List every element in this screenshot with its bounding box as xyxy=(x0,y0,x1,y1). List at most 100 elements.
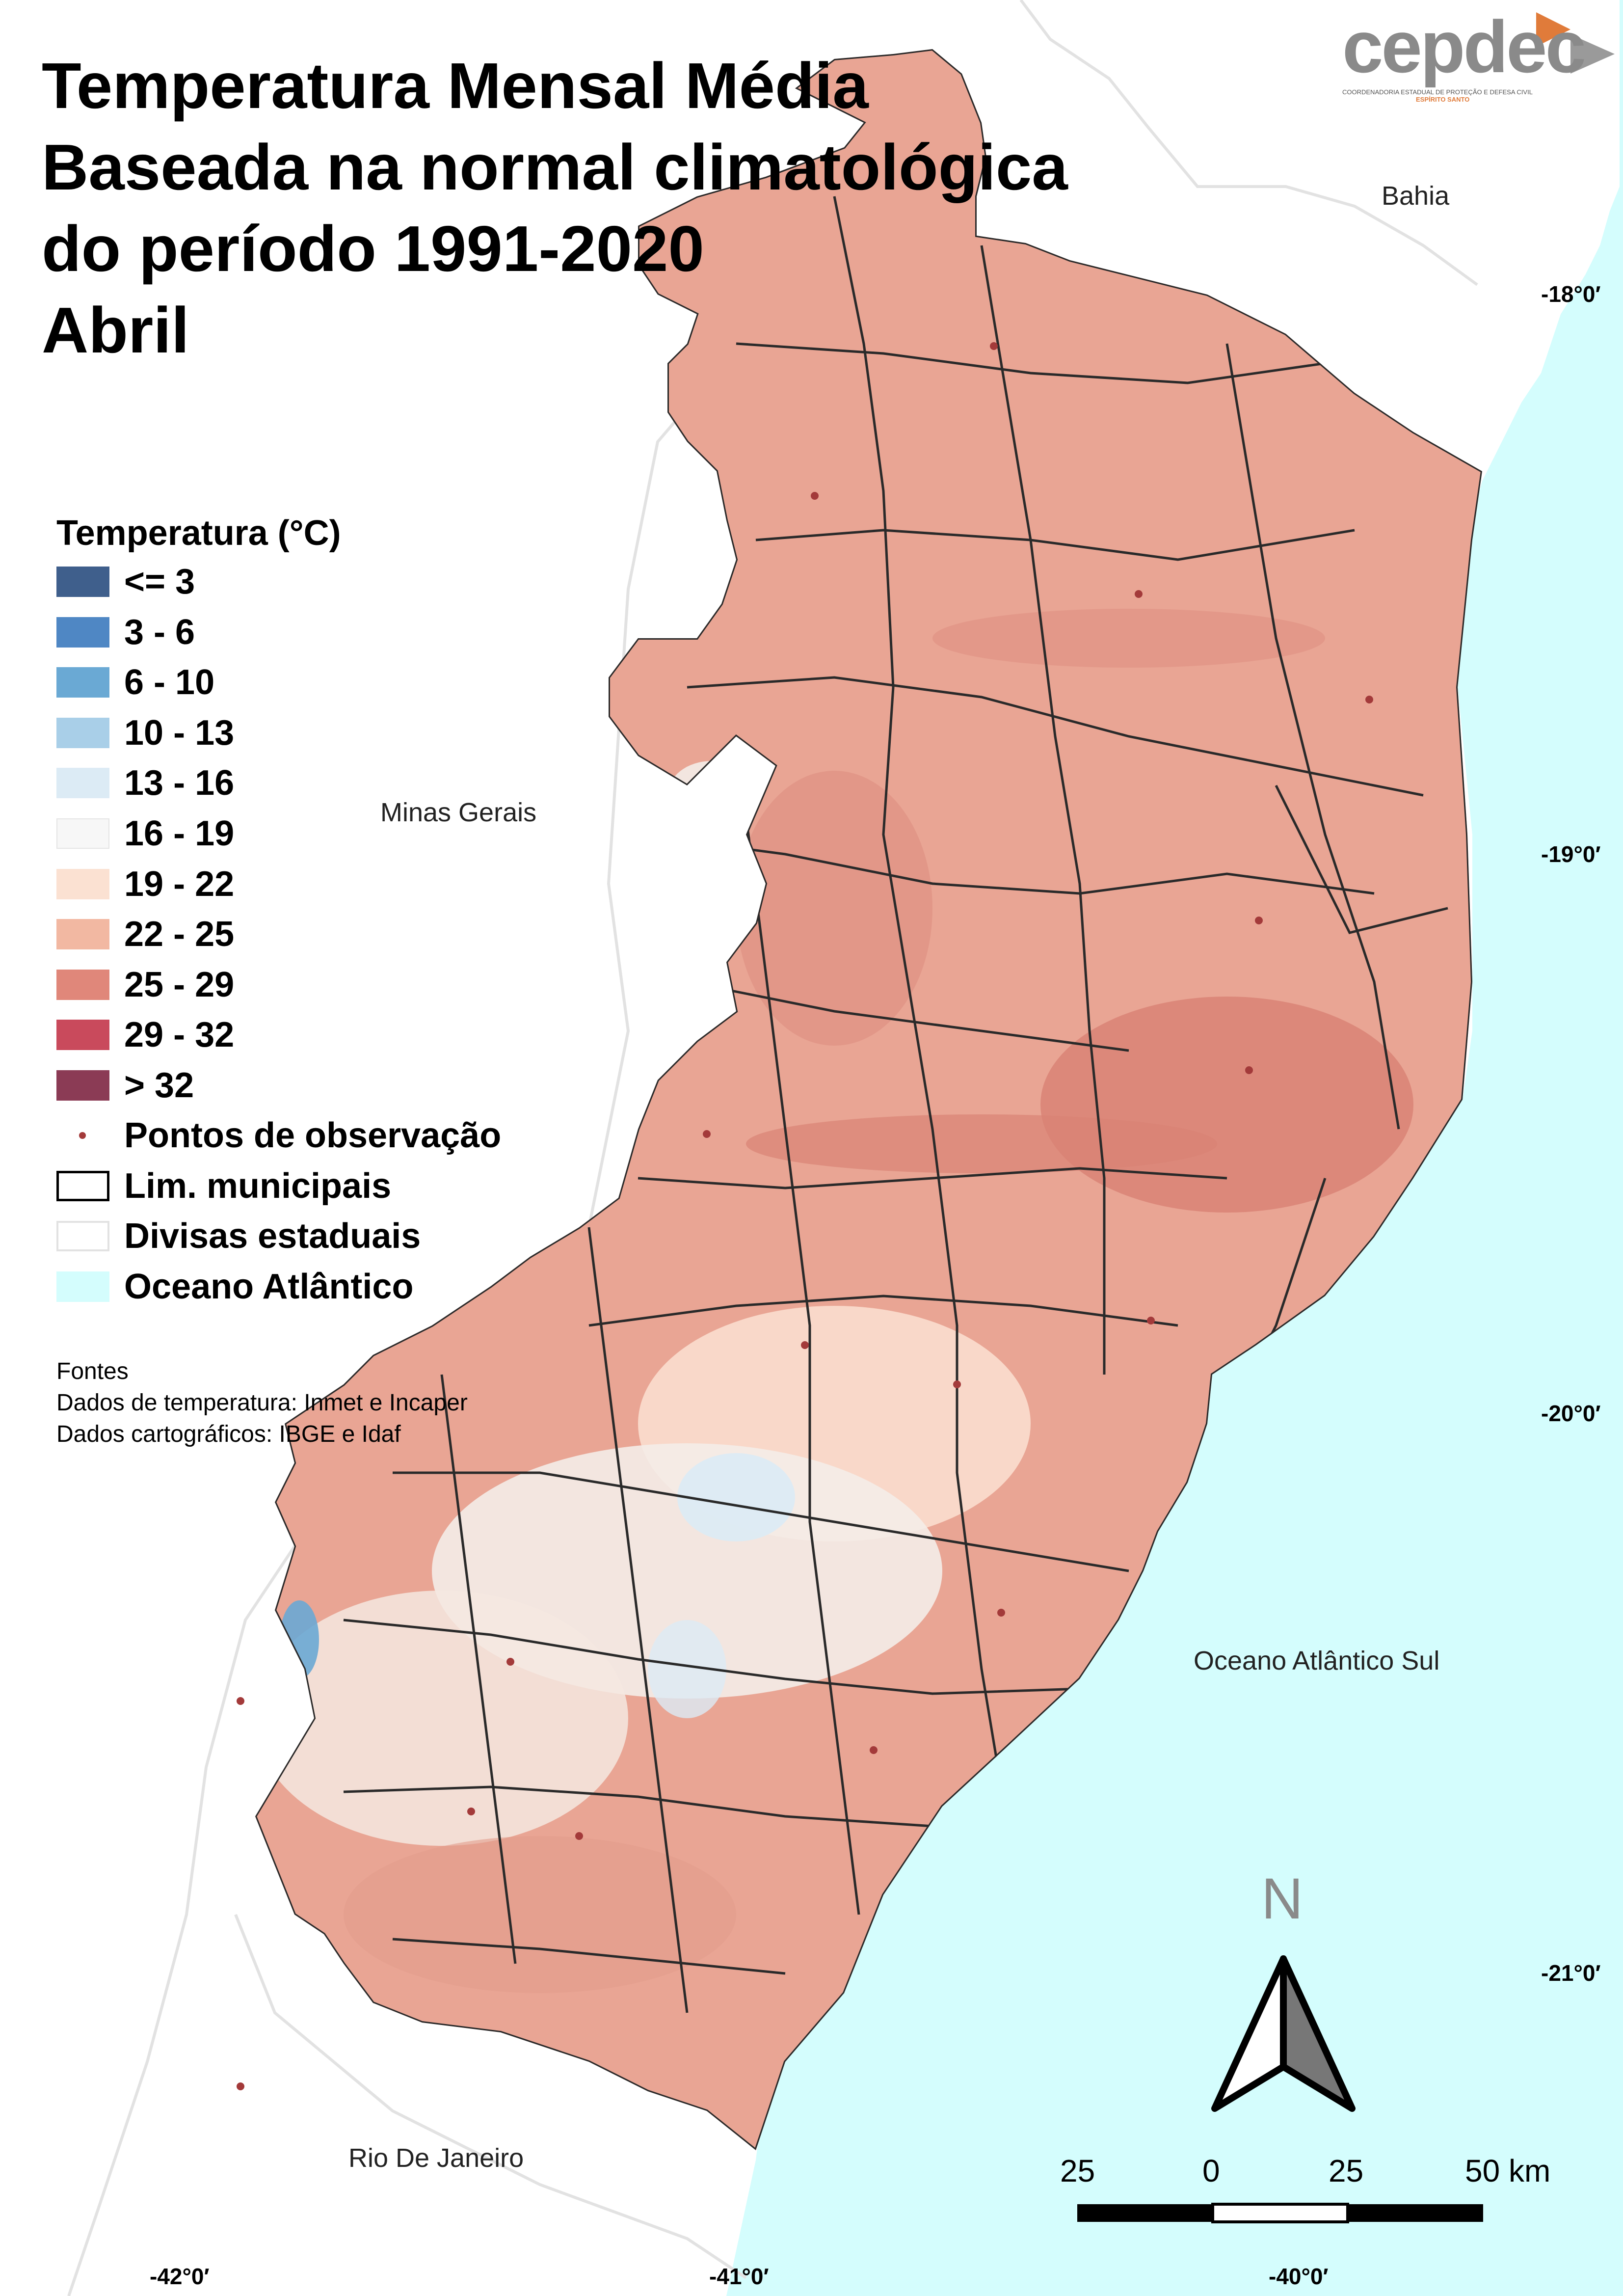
sources-temperature: Dados de temperatura: Inmet e Incaper xyxy=(56,1390,468,1416)
observation-point xyxy=(575,1832,583,1840)
observation-point xyxy=(1365,696,1373,703)
legend-item: 19 - 22 xyxy=(56,864,235,904)
latitude-label: -21°0′ xyxy=(1541,1960,1601,1986)
longitude-label: -41°0′ xyxy=(709,2264,769,2289)
observation-point xyxy=(237,2082,244,2090)
legend-swatch xyxy=(56,617,109,648)
legend-swatch xyxy=(56,869,109,899)
legend-label: Pontos de observação xyxy=(124,1116,502,1155)
legend-label: 16 - 19 xyxy=(124,814,235,853)
sources-heading: Fontes xyxy=(56,1358,129,1384)
legend-label: 25 - 29 xyxy=(124,965,235,1004)
legend-item: 6 - 10 xyxy=(56,663,215,702)
longitude-label: -40°0′ xyxy=(1269,2264,1329,2289)
logo-subtext: COORDENADORIA ESTADUAL DE PROTEÇÃO E DEF… xyxy=(1342,88,1533,96)
legend-label: Oceano Atlântico xyxy=(124,1267,414,1306)
observation-point xyxy=(997,1609,1005,1617)
legend-swatch xyxy=(56,718,109,748)
legend-label: 6 - 10 xyxy=(124,663,215,702)
observation-point xyxy=(953,1380,961,1388)
sources: Fontes Dados de temperatura: Inmet e Inc… xyxy=(56,1356,532,1450)
title-line-1: Temperatura Mensal Média xyxy=(42,50,869,122)
logo-subtext-2: ESPÍRITO SANTO xyxy=(1416,96,1470,103)
state-border-rio xyxy=(234,1914,747,2279)
observation-point xyxy=(506,1658,514,1666)
north-arrow-icon xyxy=(1211,1955,1356,2112)
legend-swatch xyxy=(56,1020,109,1050)
scale-label: 25 xyxy=(1329,2153,1364,2188)
legend-item: 16 - 19 xyxy=(56,814,235,853)
legend-label: 19 - 22 xyxy=(124,864,235,904)
title-line-3: do período 1991-2020 xyxy=(42,213,704,285)
label-bahia: Bahia xyxy=(1382,181,1450,211)
cool-zone-west xyxy=(667,761,756,830)
legend-item-ocean: Oceano Atlântico xyxy=(56,1267,414,1306)
legend-label: 3 - 6 xyxy=(124,613,195,652)
legend-item-points: Pontos de observação xyxy=(56,1116,502,1155)
observation-point xyxy=(237,1697,244,1705)
legend-item: 25 - 29 xyxy=(56,965,235,1004)
state-border-bahia xyxy=(1019,0,1478,286)
logo: cepdec COORDENADORIA ESTADUAL DE PROTEÇÃ… xyxy=(1342,5,1586,103)
cool-zone-caparao xyxy=(255,1591,628,1846)
observation-point xyxy=(1255,917,1263,924)
legend-label: 22 - 25 xyxy=(124,915,235,954)
north-label: N xyxy=(1261,1866,1304,1931)
legend-item-state: Divisas estaduais xyxy=(56,1216,421,1256)
legend-item: 13 - 16 xyxy=(56,763,235,803)
legend-swatch xyxy=(56,1070,109,1101)
latitude-label: -18°0′ xyxy=(1541,281,1601,307)
scale-label: 25 xyxy=(1060,2153,1095,2188)
observation-point xyxy=(1245,1066,1253,1074)
legend-title: Temperatura (°C) xyxy=(56,513,341,553)
latitude-label: -19°0′ xyxy=(1541,841,1601,867)
observation-point xyxy=(1135,590,1143,598)
scale-label: 50 km xyxy=(1465,2153,1551,2188)
legend-swatch xyxy=(56,1221,109,1251)
latitude-label: -20°0′ xyxy=(1541,1401,1601,1426)
legend-point-icon xyxy=(56,1120,109,1151)
observation-point xyxy=(467,1808,475,1815)
municipal-boundaries xyxy=(343,196,1448,2013)
legend-swatch xyxy=(56,1271,109,1302)
legend-item: > 32 xyxy=(56,1066,194,1105)
legend-item: 29 - 32 xyxy=(56,1015,235,1054)
legend-item: 10 - 13 xyxy=(56,713,235,753)
observation-point xyxy=(801,1341,809,1349)
legend-swatch xyxy=(56,919,109,949)
scale-bar xyxy=(1077,2203,1483,2223)
title-block: Temperatura Mensal Média Baseada na norm… xyxy=(42,45,1068,371)
scale-label: 0 xyxy=(1202,2153,1220,2188)
warm-zone-north xyxy=(932,609,1325,668)
cool-zone-high-2 xyxy=(648,1620,726,1718)
legend-label: > 32 xyxy=(124,1066,194,1105)
legend-item-municipal: Lim. municipais xyxy=(56,1166,391,1206)
observation-point xyxy=(990,342,998,350)
observation-point xyxy=(703,1130,711,1138)
label-rio-de-janeiro: Rio De Janeiro xyxy=(348,2143,524,2173)
legend-item: 3 - 6 xyxy=(56,613,195,652)
legend-label: <= 3 xyxy=(124,562,195,601)
observation-point xyxy=(811,492,819,500)
logo-mark-icon xyxy=(1536,12,1615,74)
warm-zone-south xyxy=(344,1836,736,1993)
legend-label: 13 - 16 xyxy=(124,763,235,803)
cool-zone-caparao-peak xyxy=(280,1600,319,1679)
legend-swatch xyxy=(56,1171,109,1201)
observation-point xyxy=(1147,1317,1155,1324)
label-minas-gerais: Minas Gerais xyxy=(380,798,537,827)
legend-label: Divisas estaduais xyxy=(124,1216,421,1256)
legend-swatch xyxy=(56,567,109,597)
warm-zone-central xyxy=(736,771,932,1046)
title-line-2: Baseada na normal climatológica xyxy=(42,131,1068,203)
longitude-label: -42°0′ xyxy=(150,2264,210,2289)
legend-swatch xyxy=(56,818,109,849)
atlantic-ocean xyxy=(726,0,1623,2296)
legend-label: 29 - 32 xyxy=(124,1015,235,1054)
legend-label: 10 - 13 xyxy=(124,713,235,753)
legend-item: <= 3 xyxy=(56,562,195,601)
cool-zone-high xyxy=(677,1453,795,1541)
warm-zone-doce-river xyxy=(746,1114,1217,1173)
observation-point xyxy=(870,1746,878,1754)
